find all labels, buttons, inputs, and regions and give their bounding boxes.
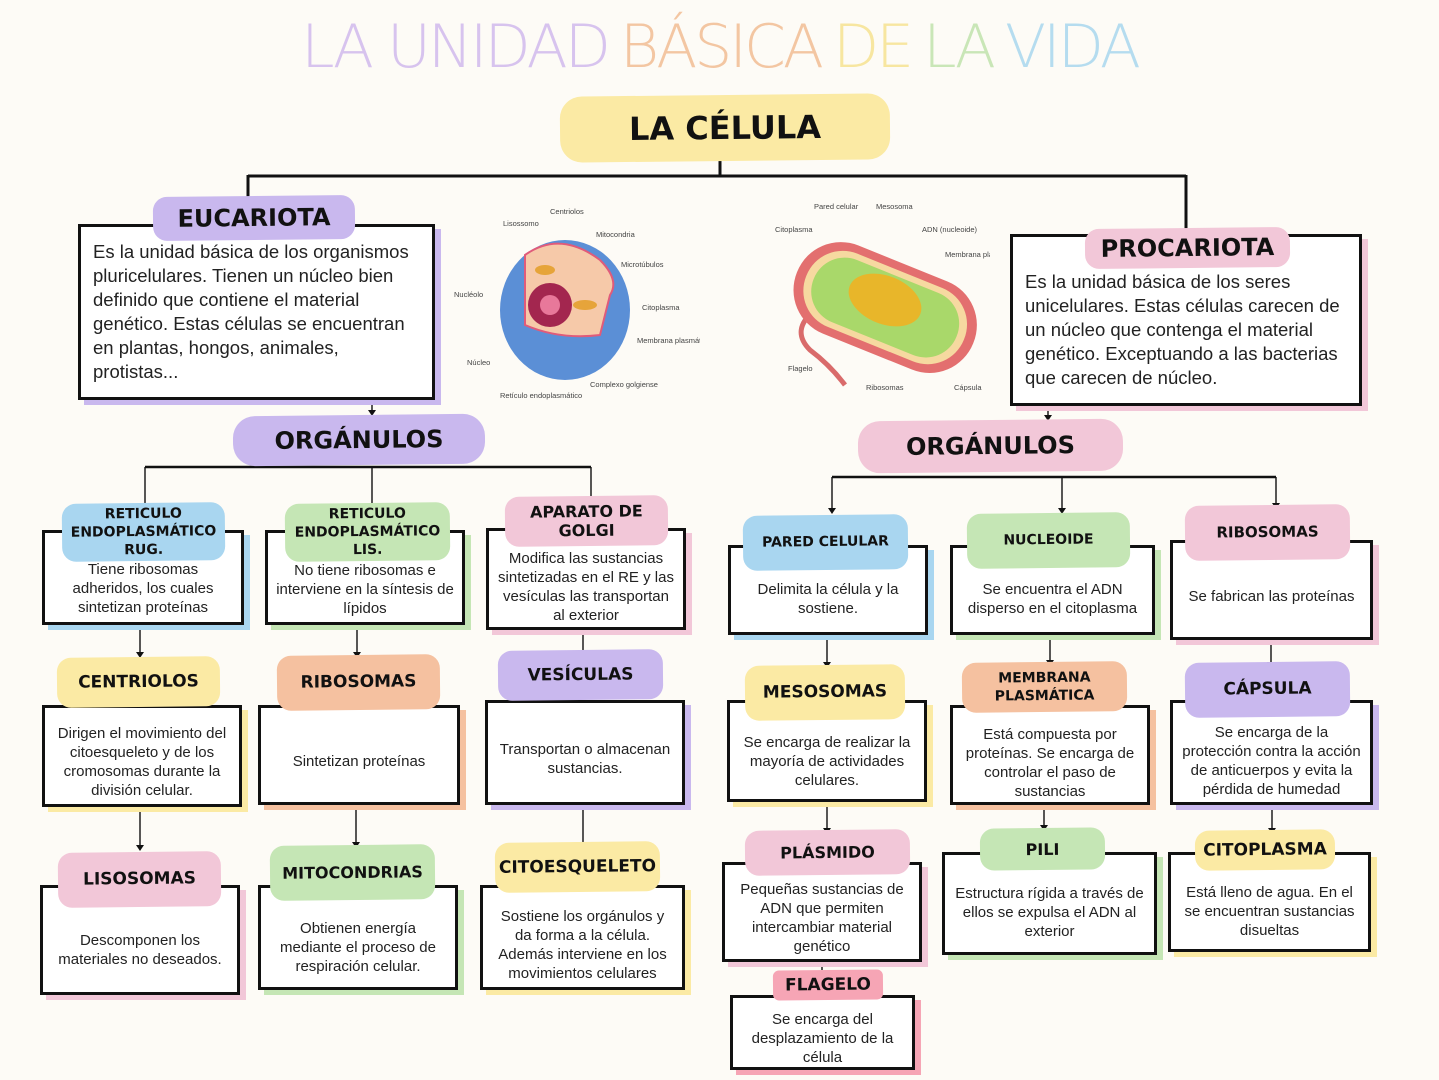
node-mitocondrias-description: Obtienen energía mediante el proceso de … bbox=[258, 885, 458, 990]
label: Complexo golgiense bbox=[590, 380, 658, 389]
eucariota-description: Es la unidad básica de los organismos pl… bbox=[78, 224, 435, 400]
node-membrana-description: Está compuesta por proteínas. Se encarga… bbox=[950, 705, 1150, 805]
node-citoesqueleto-title: CITOESQUELETO bbox=[494, 841, 661, 893]
label: Citoplasma bbox=[642, 303, 680, 312]
node-vesiculas-title: VESÍCULAS bbox=[497, 649, 664, 701]
procariota-title: PROCARIOTA bbox=[1084, 226, 1291, 270]
organulos-procariota-title: ORGÁNULOS bbox=[857, 418, 1124, 474]
node-flagelo-title: FLAGELO bbox=[772, 969, 884, 1001]
label: Mesosoma bbox=[876, 202, 914, 211]
organulos-eucariota-title: ORGÁNULOS bbox=[232, 413, 486, 467]
node-nucleoide-title: NUCLEOIDE bbox=[966, 512, 1131, 569]
connector bbox=[144, 467, 1277, 508]
node-ribosomas-e-title: RIBOSOMAS bbox=[276, 654, 441, 711]
node-vesiculas-description: Transportan o almacenan sustancias. bbox=[485, 700, 685, 805]
node-plasmido-description: Pequeñas sustancias de ADN que permiten … bbox=[722, 862, 922, 962]
connector bbox=[246, 158, 1188, 234]
node-mitocondrias-title: MITOCONDRIAS bbox=[269, 844, 436, 901]
node-rel-title: RETICULO ENDOPLASMÁTICO LIS. bbox=[284, 502, 451, 562]
label: Microtúbulos bbox=[621, 260, 664, 269]
main-title: LA UNIDAD BÁSICA DE LA VIDA bbox=[0, 12, 1439, 82]
node-citoesqueleto-description: Sostiene los orgánulos y da forma a la c… bbox=[480, 885, 685, 990]
root-node-la-celula: LA CÉLULA bbox=[559, 93, 891, 163]
title-word: BÁSICA bbox=[619, 12, 824, 82]
label: Membrana plasmática bbox=[945, 250, 990, 259]
label: Citoplasma bbox=[775, 225, 813, 234]
node-pili-description: Estructura rígida a través de ellos se e… bbox=[942, 852, 1157, 955]
label: Ribosomas bbox=[866, 383, 904, 392]
label: Lisossomo bbox=[503, 219, 539, 228]
eukaryotic-cell-illustration: Centriolos Lisossomo Mitocondria Microtú… bbox=[454, 207, 700, 400]
connector bbox=[139, 628, 1273, 970]
node-membrana-title: MEMBRANA PLASMÁTICA bbox=[961, 661, 1128, 713]
label: Centriolos bbox=[550, 207, 584, 216]
node-golgi-title: APARATO DE GOLGI bbox=[504, 495, 669, 547]
node-rer-title: RETICULO ENDOPLASMÁTICO RUG. bbox=[61, 502, 226, 562]
node-ribosomas-p-title: RIBOSOMAS bbox=[1184, 504, 1351, 561]
node-mesosomas-title: MESOSOMAS bbox=[744, 664, 906, 721]
node-ribosomas-e-description: Sintetizan proteínas bbox=[258, 705, 460, 805]
label: Cápsula bbox=[954, 383, 982, 392]
label: Núcleo bbox=[467, 358, 490, 367]
label: Nucléolo bbox=[454, 290, 483, 299]
eucariota-title: EUCARIOTA bbox=[152, 194, 356, 242]
node-centriolos-description: Dirigen el movimiento del citoesqueleto … bbox=[42, 705, 242, 807]
prokaryotic-cell-illustration: Pared celular Mesosoma Citoplasma ADN (n… bbox=[775, 202, 990, 392]
node-centriolos-title: CENTRIOLOS bbox=[56, 656, 221, 708]
label: Mitocondria bbox=[596, 230, 636, 239]
title-word: LA bbox=[923, 12, 996, 82]
title-word: DE bbox=[832, 12, 914, 82]
label: ADN (nucleoide) bbox=[922, 225, 978, 234]
node-pared-title: PARED CELULAR bbox=[742, 514, 909, 571]
node-flagelo-description: Se encarga del desplazamiento de la célu… bbox=[730, 995, 915, 1070]
label: Pared celular bbox=[814, 202, 859, 211]
node-capsula-title: CÁPSULA bbox=[1184, 661, 1351, 718]
title-word: VIDA bbox=[1004, 12, 1141, 82]
node-citoplasma-title: CITOPLASMA bbox=[1194, 829, 1336, 871]
node-lisosomas-title: LISOSOMAS bbox=[57, 851, 222, 908]
connector bbox=[145, 465, 1276, 479]
node-plasmido-title: PLÁSMIDO bbox=[744, 829, 911, 876]
node-pili-title: PILI bbox=[979, 827, 1106, 871]
label: Flagelo bbox=[788, 364, 813, 373]
title-word: LA UNIDAD bbox=[301, 12, 611, 82]
label: Retículo endoplasmático bbox=[500, 391, 582, 400]
label: Membrana plasmática bbox=[637, 336, 700, 345]
node-capsula-description: Se encarga de la protección contra la ac… bbox=[1170, 700, 1373, 805]
